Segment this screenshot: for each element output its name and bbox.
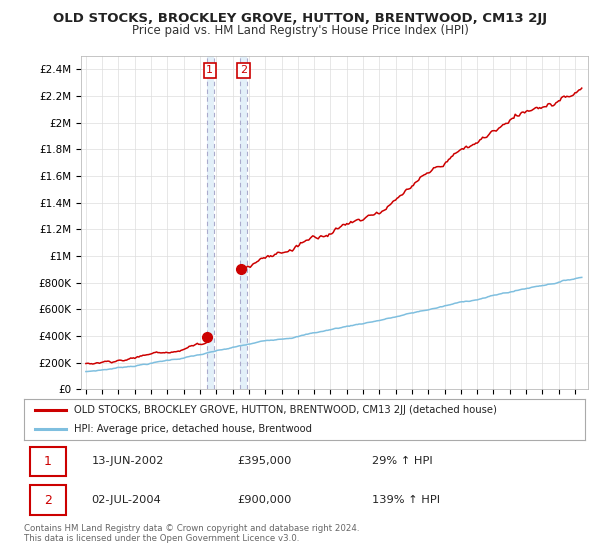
Text: HPI: Average price, detached house, Brentwood: HPI: Average price, detached house, Bren…: [74, 424, 313, 433]
Bar: [240, 56, 247, 389]
Text: 02-JUL-2004: 02-JUL-2004: [91, 495, 161, 505]
FancyBboxPatch shape: [29, 447, 66, 476]
FancyBboxPatch shape: [29, 486, 66, 515]
Text: £395,000: £395,000: [237, 456, 292, 466]
Bar: [206, 56, 214, 389]
Text: 2: 2: [44, 493, 52, 507]
Text: 1: 1: [44, 455, 52, 468]
Text: £900,000: £900,000: [237, 495, 292, 505]
Text: Price paid vs. HM Land Registry's House Price Index (HPI): Price paid vs. HM Land Registry's House …: [131, 24, 469, 36]
Text: OLD STOCKS, BROCKLEY GROVE, HUTTON, BRENTWOOD, CM13 2JJ (detached house): OLD STOCKS, BROCKLEY GROVE, HUTTON, BREN…: [74, 405, 497, 415]
Text: 139% ↑ HPI: 139% ↑ HPI: [372, 495, 440, 505]
Text: 2: 2: [239, 66, 247, 76]
Text: OLD STOCKS, BROCKLEY GROVE, HUTTON, BRENTWOOD, CM13 2JJ: OLD STOCKS, BROCKLEY GROVE, HUTTON, BREN…: [53, 12, 547, 25]
Text: Contains HM Land Registry data © Crown copyright and database right 2024.
This d: Contains HM Land Registry data © Crown c…: [24, 524, 359, 543]
Text: 1: 1: [206, 66, 213, 76]
Text: 13-JUN-2002: 13-JUN-2002: [91, 456, 164, 466]
Text: 29% ↑ HPI: 29% ↑ HPI: [372, 456, 433, 466]
